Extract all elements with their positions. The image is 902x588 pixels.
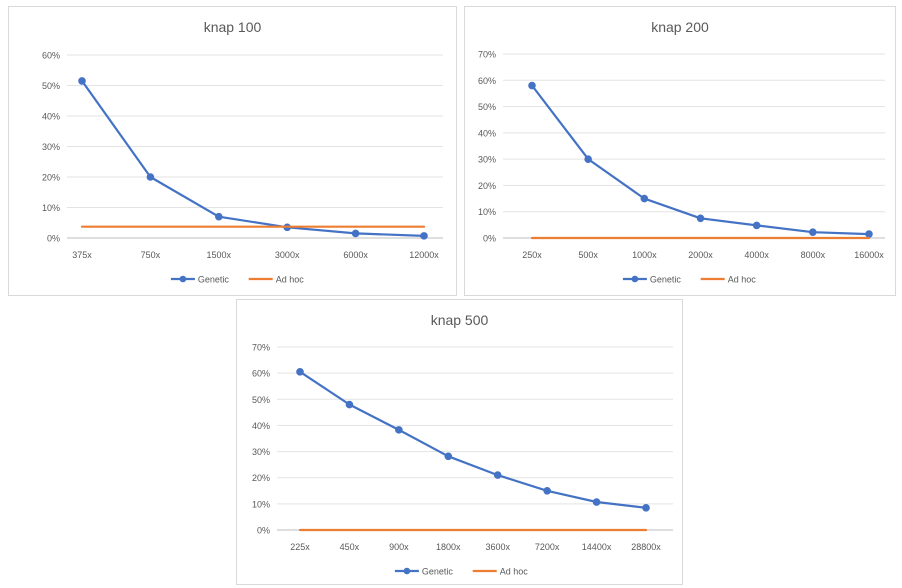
data-point xyxy=(78,77,86,85)
y-tick-label: 60% xyxy=(252,369,270,379)
legend-marker xyxy=(631,275,639,283)
y-tick-label: 40% xyxy=(478,128,496,138)
y-tick-label: 20% xyxy=(478,181,496,191)
data-point xyxy=(351,229,360,238)
x-tick-label: 1800x xyxy=(436,542,461,552)
data-point xyxy=(809,228,817,237)
x-tick-label: 14400x xyxy=(582,542,612,552)
data-point xyxy=(642,503,650,512)
y-tick-label: 40% xyxy=(252,421,270,431)
x-tick-label: 750x xyxy=(141,250,161,260)
x-tick-label: 7200x xyxy=(535,542,560,552)
data-point xyxy=(296,368,304,376)
data-point xyxy=(696,214,705,223)
chart-plot: 0% 10% 20% 30% 40% 50% 60% 375x 750x 1500x 3000x 60… xyxy=(42,51,443,284)
legend-label: Genetic xyxy=(650,274,682,284)
y-tick-label: 10% xyxy=(478,207,496,217)
x-tick-label: 225x xyxy=(290,542,310,552)
series-line-genetic xyxy=(80,79,426,237)
chart-title: knap 500 xyxy=(430,312,489,328)
x-tick-label: 6000x xyxy=(343,250,368,260)
y-tick-label: 0% xyxy=(47,234,60,244)
legend-label: Genetic xyxy=(198,274,230,284)
x-tick-label: 2000x xyxy=(688,250,713,260)
x-tick-label: 1000x xyxy=(632,250,657,260)
legend-marker xyxy=(403,567,411,575)
data-point xyxy=(752,221,761,230)
y-tick-label: 70% xyxy=(478,50,496,60)
x-tick-label: 500x xyxy=(578,250,598,260)
legend-marker xyxy=(179,275,187,283)
x-tick-label: 3000x xyxy=(275,250,300,260)
x-tick-label: 900x xyxy=(389,542,409,552)
data-point xyxy=(444,452,453,461)
chart-plot: 0% 10% 20% 30% 40% 50% 60% 70% 250x 500x 1000x 2000… xyxy=(478,50,885,284)
series-line-genetic xyxy=(298,370,648,509)
x-tick-label: 250x xyxy=(522,250,542,260)
y-tick-label: 60% xyxy=(478,76,496,86)
y-tick-label: 30% xyxy=(252,447,270,457)
y-tick-label: 40% xyxy=(42,112,60,122)
y-tick-label: 20% xyxy=(252,473,270,483)
data-point xyxy=(640,194,649,203)
y-tick-label: 50% xyxy=(478,102,496,112)
chart-title: knap 100 xyxy=(203,19,262,35)
data-point xyxy=(865,230,873,238)
x-tick-label: 4000x xyxy=(744,250,769,260)
x-tick-label: 375x xyxy=(72,250,92,260)
y-tick-label: 30% xyxy=(478,155,496,165)
x-tick-label: 16000x xyxy=(854,250,884,260)
x-tick-label: 8000x xyxy=(801,250,826,260)
data-point xyxy=(584,155,592,163)
x-tick-label: 3600x xyxy=(485,542,510,552)
legend-label: Ad hoc xyxy=(728,274,757,284)
legend-label: Ad hoc xyxy=(276,274,305,284)
data-point xyxy=(215,212,223,221)
chart-plot: 0% 10% 20% 30% 40% 50% 60% 70% 225x 450x 900x 1800x… xyxy=(252,343,673,576)
chart-knap-200: knap 200 0% 10% 20% 30% 40% 50% 60% 70% 250x 500x… xyxy=(464,6,896,296)
data-point xyxy=(395,426,403,434)
y-tick-label: 0% xyxy=(483,234,496,244)
y-tick-label: 0% xyxy=(257,526,270,536)
data-point xyxy=(528,81,536,90)
chart-knap-500: knap 500 0% 10% 20% 30% 40% 50% 60% 70% 225x 450x… xyxy=(236,299,683,585)
y-tick-label: 60% xyxy=(42,51,60,61)
y-tick-label: 30% xyxy=(42,142,60,152)
chart-title: knap 200 xyxy=(651,19,709,35)
data-point xyxy=(493,471,502,479)
y-tick-label: 70% xyxy=(252,343,270,353)
data-point xyxy=(420,232,428,240)
x-tick-label: 28800x xyxy=(631,542,661,552)
y-tick-label: 10% xyxy=(252,499,270,509)
y-tick-label: 10% xyxy=(42,203,60,213)
chart-knap-100: knap 100 0% 10% 20% 30% 40% 50% 60% 375x 750x 150… xyxy=(8,6,457,296)
y-tick-label: 20% xyxy=(42,173,60,183)
y-tick-label: 50% xyxy=(252,395,270,405)
x-tick-label: 1500x xyxy=(207,250,232,260)
data-point xyxy=(592,498,601,506)
x-tick-label: 12000x xyxy=(409,250,439,260)
data-point xyxy=(543,486,551,495)
legend-label: Ad hoc xyxy=(500,566,529,576)
data-point xyxy=(146,173,155,181)
x-tick-label: 450x xyxy=(340,542,360,552)
data-point xyxy=(345,400,354,409)
y-tick-label: 50% xyxy=(42,81,60,91)
legend-label: Genetic xyxy=(422,566,454,576)
